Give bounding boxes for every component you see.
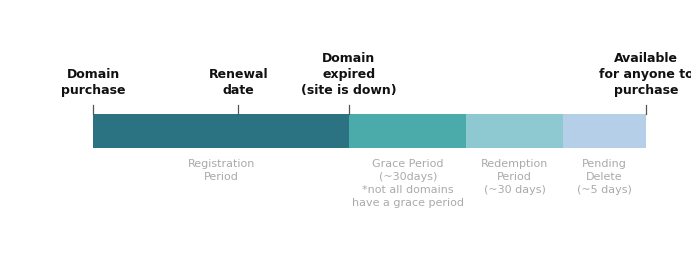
Bar xyxy=(466,114,563,148)
Bar xyxy=(349,114,466,148)
Text: Domain
expired
(site is down): Domain expired (site is down) xyxy=(301,52,397,97)
Text: Domain
purchase: Domain purchase xyxy=(61,68,126,97)
Text: Grace Period
(~30days)
*not all domains
have a grace period: Grace Period (~30days) *not all domains … xyxy=(352,159,464,208)
Bar xyxy=(93,114,349,148)
Bar xyxy=(563,114,646,148)
Text: Redemption
Period
(~30 days): Redemption Period (~30 days) xyxy=(481,159,549,195)
Text: Pending
Delete
(~5 days): Pending Delete (~5 days) xyxy=(577,159,632,195)
Text: Renewal
date: Renewal date xyxy=(209,68,268,97)
Text: Available
for anyone to
purchase: Available for anyone to purchase xyxy=(599,52,691,97)
Text: Registration
Period: Registration Period xyxy=(187,159,255,182)
